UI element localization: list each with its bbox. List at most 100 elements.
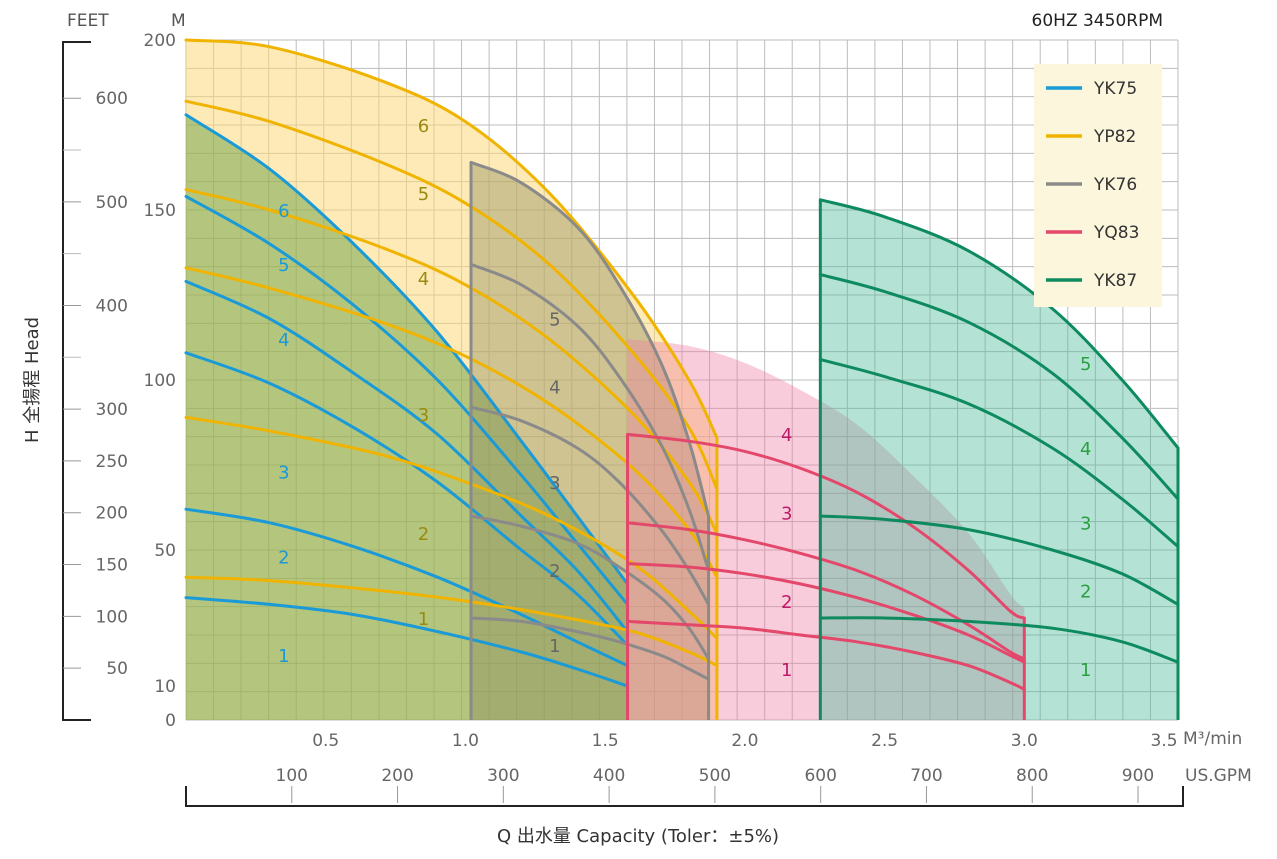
curve-label-yq83-1: 1 bbox=[781, 660, 792, 681]
curve-yk75-6 bbox=[184, 113, 629, 586]
curve-label-yk75-5: 5 bbox=[278, 255, 289, 276]
curve-label-yk75-4: 4 bbox=[278, 330, 289, 351]
region-yq83 bbox=[627, 339, 1025, 720]
feet-tick-500: 500 bbox=[96, 193, 128, 213]
curve-label-yp82-4: 4 bbox=[418, 269, 429, 290]
curve-yq83-1 bbox=[626, 619, 1026, 691]
gpm-tick-900: 900 bbox=[1122, 766, 1154, 786]
gpm-tick-800: 800 bbox=[1016, 766, 1048, 786]
curve-yk76-4 bbox=[469, 262, 710, 572]
x-axis-ticks-m3min: 0.5 1.0 1.5 2.0 2.5 3.0 3.5 bbox=[312, 731, 1177, 751]
feet-tick-150: 150 bbox=[96, 556, 128, 576]
curve-yp82-4 bbox=[184, 188, 719, 535]
curve-label-yp82-3: 3 bbox=[418, 405, 429, 426]
curve-yk87-4 bbox=[818, 273, 1180, 501]
curve-label-yp82-1: 1 bbox=[418, 609, 429, 630]
curve-label-yq83-4: 4 bbox=[781, 425, 792, 446]
curve-yq83-4 bbox=[626, 432, 1026, 620]
meter-unit-header: M bbox=[171, 11, 186, 31]
curve-label-yk76-2: 2 bbox=[549, 561, 560, 582]
curve-label-yk75-6: 6 bbox=[278, 201, 289, 222]
curve-yk75-1 bbox=[184, 596, 629, 688]
region-yk76 bbox=[471, 162, 709, 720]
y-tick-200: 200 bbox=[144, 31, 176, 51]
legend: YK75 YP82 YK76 YQ83 YK87 bbox=[1034, 64, 1162, 307]
gpm-scale-bracket bbox=[185, 786, 1184, 807]
y-axis-ticks-meters: 0 10 50 100 150 200 bbox=[144, 31, 176, 731]
feet-tick-100: 100 bbox=[96, 607, 128, 627]
curve-label-yp82-2: 2 bbox=[418, 524, 429, 545]
legend-label-yq83: YQ83 bbox=[1093, 223, 1139, 243]
curve-yk75-5 bbox=[184, 194, 629, 606]
curve-label-yk87-3: 3 bbox=[1080, 514, 1091, 535]
x-tick-2.5: 2.5 bbox=[871, 731, 898, 751]
series-yk75 bbox=[184, 113, 630, 720]
curve-label-yp82-5: 5 bbox=[418, 184, 429, 205]
curve-label-yk87-2: 2 bbox=[1080, 582, 1091, 603]
legend-label-yk76: YK76 bbox=[1093, 175, 1137, 195]
legend-label-yk87: YK87 bbox=[1093, 271, 1137, 291]
y-tick-150: 150 bbox=[144, 201, 176, 221]
gpm-tick-500: 500 bbox=[699, 766, 731, 786]
feet-tick-50: 50 bbox=[106, 659, 128, 679]
curve-yp82-1 bbox=[184, 575, 719, 668]
series-yk87 bbox=[818, 198, 1180, 720]
curve-label-yp82-6: 6 bbox=[418, 116, 429, 137]
y-tick-0: 0 bbox=[165, 711, 176, 731]
feet-tick-400: 400 bbox=[96, 296, 128, 316]
curve-label-yk87-4: 4 bbox=[1080, 439, 1091, 460]
gpm-tick-400: 400 bbox=[593, 766, 625, 786]
curve-yk76-2 bbox=[469, 514, 710, 661]
x-tick-0.5: 0.5 bbox=[312, 731, 339, 751]
y-tick-10: 10 bbox=[154, 677, 176, 697]
gpm-scale: 100 200 300 400 500 600 700 800 900 US.GPM bbox=[185, 766, 1252, 807]
gpm-tick-labels: 100 200 300 400 500 600 700 800 900 bbox=[276, 766, 1154, 803]
series-yq83 bbox=[626, 432, 1026, 720]
x-tick-2.0: 2.0 bbox=[731, 731, 758, 751]
curve-yp82-6 bbox=[184, 38, 719, 440]
feet-scale-bracket bbox=[62, 41, 91, 721]
curve-yk75-2 bbox=[184, 507, 629, 668]
curve-yk76-3 bbox=[469, 405, 710, 606]
curve-label-yk75-2: 2 bbox=[278, 548, 289, 569]
curve-label-yk75-1: 1 bbox=[278, 646, 289, 667]
legend-label-yk75: YK75 bbox=[1093, 79, 1137, 99]
curve-label-yk76-5: 5 bbox=[549, 310, 560, 331]
curve-yq83-2 bbox=[626, 562, 1026, 664]
legend-label-yp82: YP82 bbox=[1093, 127, 1136, 147]
curve-label-yq83-2: 2 bbox=[781, 592, 792, 613]
curve-yp82-2 bbox=[184, 415, 719, 640]
gpm-unit-label: US.GPM bbox=[1185, 766, 1252, 786]
curve-yk87-2 bbox=[818, 514, 1180, 606]
gpm-tick-200: 200 bbox=[381, 766, 413, 786]
curve-yk87-1 bbox=[818, 616, 1180, 664]
curve-yp82-3 bbox=[184, 266, 719, 579]
region-yk75 bbox=[186, 114, 628, 721]
feet-tick-300: 300 bbox=[96, 400, 128, 420]
y-tick-100: 100 bbox=[144, 371, 176, 391]
curve-yk75-3 bbox=[184, 351, 629, 647]
x-axis-title: Q 出水量 Capacity (Toler：±5%) bbox=[497, 826, 779, 847]
gpm-tick-100: 100 bbox=[276, 766, 308, 786]
x-unit-label: M³/min bbox=[1183, 729, 1242, 749]
gpm-tick-700: 700 bbox=[910, 766, 942, 786]
curve-label-yk76-3: 3 bbox=[549, 473, 560, 494]
feet-tick-200: 200 bbox=[96, 504, 128, 524]
region-yk87 bbox=[820, 199, 1178, 721]
x-tick-3.0: 3.0 bbox=[1011, 731, 1038, 751]
y-tick-50: 50 bbox=[154, 541, 176, 561]
curve-labels: 6 5 4 3 2 1 6 5 4 3 2 1 5 4 3 2 1 4 3 2 1 5 4 3 2 1 bbox=[278, 116, 1091, 681]
y-axis-title: H 全揚程 Head bbox=[22, 317, 43, 443]
curve-label-yk75-3: 3 bbox=[278, 463, 289, 484]
curve-yk87-5 bbox=[818, 198, 1180, 450]
feet-tick-250: 250 bbox=[96, 452, 128, 472]
series-yp82 bbox=[184, 38, 719, 720]
x-tick-3.5: 3.5 bbox=[1151, 731, 1178, 751]
curve-label-yk76-1: 1 bbox=[549, 636, 560, 657]
curve-label-yk87-5: 5 bbox=[1080, 354, 1091, 375]
curve-label-yk87-1: 1 bbox=[1080, 660, 1091, 681]
gpm-tick-600: 600 bbox=[804, 766, 836, 786]
curve-yk76-1 bbox=[469, 616, 710, 681]
chart-title: 60HZ 3450RPM bbox=[1032, 11, 1163, 31]
